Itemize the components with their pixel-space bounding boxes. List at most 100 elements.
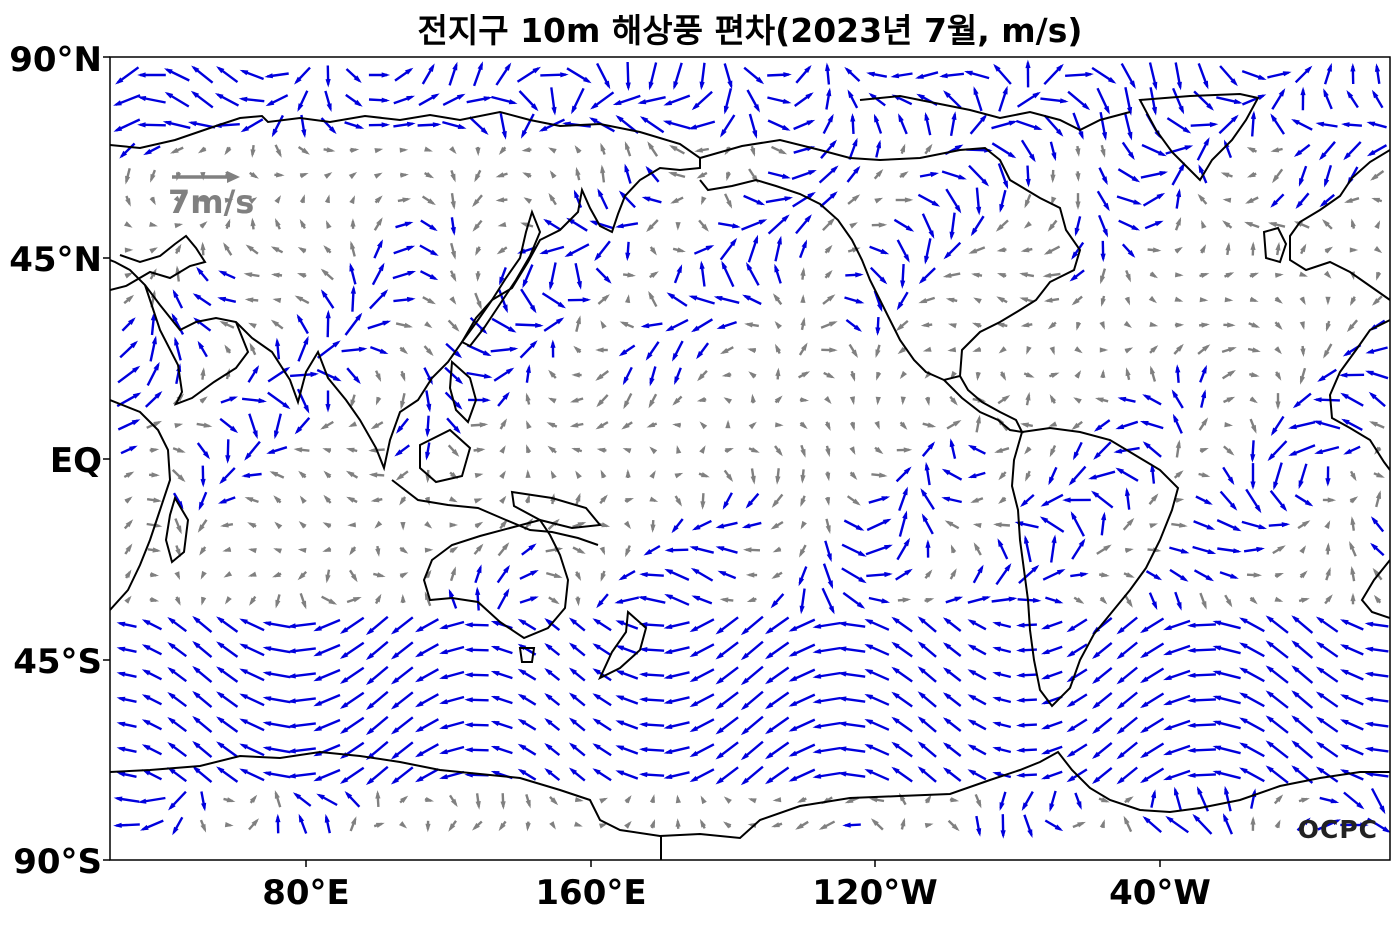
wind-vector-head [265, 100, 275, 107]
wind-vector-head [1346, 324, 1355, 333]
wind-vector-head [596, 600, 604, 609]
wind-vector-head [517, 668, 527, 676]
wind-vector-head [226, 797, 236, 803]
wind-vector-head [967, 444, 977, 451]
wind-vector-head [897, 346, 906, 355]
wind-vector-head [825, 270, 833, 278]
wind-vector-head [997, 273, 1006, 279]
wind-vector-head [402, 197, 411, 203]
wind-vector-head [1250, 110, 1256, 120]
wind-vector-head [1163, 774, 1172, 781]
wind-vector-head [544, 768, 553, 776]
wind-vector-head [715, 652, 724, 660]
wind-vector-head [1041, 674, 1050, 680]
wind-vector-head [350, 147, 360, 153]
wind-vector-head [1315, 641, 1325, 649]
wind-vector-head [800, 294, 806, 303]
wind-vector-head [175, 243, 182, 253]
wind-vector-head [993, 63, 1001, 72]
wind-vector-head [275, 218, 281, 227]
wind-vector-head [853, 165, 861, 174]
wind-vector-head [1230, 114, 1239, 123]
wind-vector-head [705, 245, 715, 251]
wind-vector-head [1212, 645, 1222, 651]
wind-vector-head [672, 353, 679, 362]
wind-vector-head [665, 325, 674, 332]
wind-vector-head [1092, 726, 1101, 734]
wind-vector-head [627, 272, 636, 278]
wind-vector-head [406, 121, 416, 127]
wind-vector-head [765, 702, 774, 710]
wind-vector-head [1123, 815, 1130, 825]
wind-vector-head [1070, 511, 1077, 520]
wind-vector-head [271, 128, 278, 138]
wind-vector-head [375, 548, 381, 557]
wind-vector-head [625, 252, 631, 262]
wind-vector-head [1251, 322, 1261, 328]
wind-vector-head [1117, 396, 1127, 402]
wind-vector-head [323, 470, 332, 479]
wind-vector-head [450, 798, 458, 808]
wind-vector-head [1226, 396, 1236, 403]
wind-vector-head [1002, 85, 1008, 95]
wind-vector-head [1163, 674, 1172, 681]
wind-vector-head [947, 347, 957, 353]
wind-vector-head [1093, 424, 1103, 432]
wind-vector-head [339, 777, 349, 784]
coast-japan [460, 208, 542, 348]
wind-vector-head [1044, 297, 1053, 303]
wind-vector-head [1340, 694, 1349, 701]
wind-vector-head [722, 501, 729, 510]
wind-vector-head [464, 722, 473, 728]
wind-vector-head [600, 142, 606, 152]
wind-vector-head [1299, 321, 1305, 330]
wind-vector-head [899, 370, 907, 380]
wind-vector-head [967, 769, 977, 776]
wind-vector-head [328, 598, 338, 605]
wind-vector-head [1338, 372, 1348, 378]
wind-vector-head [1116, 652, 1125, 660]
wind-vector-head [349, 262, 355, 272]
wind-vector-head [1049, 394, 1057, 403]
wind-vector-head [1179, 522, 1188, 528]
wind-vector-head [648, 399, 655, 409]
wind-vector-head [675, 818, 681, 827]
wind-vector-head [274, 195, 281, 204]
wind-vector-head [216, 616, 225, 624]
wind-vector-head [439, 674, 448, 680]
wind-vector-head [1250, 241, 1256, 250]
lon-label-80e: 80°E [262, 873, 350, 913]
wind-vector-head [1129, 80, 1136, 89]
wind-vector-head [674, 376, 680, 385]
coast-greenland [1138, 92, 1260, 182]
wind-vector-head [1099, 596, 1108, 605]
wind-vector-head [116, 621, 126, 627]
wind-vector-head [297, 247, 307, 254]
wind-vector-head [812, 723, 822, 729]
wind-vector-head [615, 620, 625, 626]
wind-vector-head [287, 623, 296, 629]
wind-vector-head [239, 668, 248, 675]
wind-vector-head [244, 297, 254, 303]
wind-vector-head [223, 571, 233, 578]
wind-vector-head [124, 221, 133, 228]
wind-vector-head [691, 524, 701, 531]
wind-vector-head [1299, 271, 1308, 277]
wind-vector-head [374, 520, 383, 529]
coast-africa-east [110, 399, 172, 611]
wind-vector-head [239, 718, 248, 725]
wind-vector-head [1066, 650, 1076, 658]
wind-vector-head [1041, 774, 1050, 780]
wind-vector-head [1201, 389, 1207, 399]
wind-vector-head [715, 702, 724, 710]
wind-vector-head [354, 99, 363, 107]
wind-vector-head [1288, 450, 1297, 456]
wind-vector-head [464, 672, 473, 678]
wind-vector-head [858, 576, 867, 584]
wind-vector-head [1369, 421, 1378, 427]
wind-vector-head [125, 175, 131, 185]
wind-vector-head [1093, 452, 1101, 460]
wind-vector-head [967, 694, 977, 701]
wind-vector-head [941, 496, 951, 502]
wind-vector-head [272, 297, 282, 304]
